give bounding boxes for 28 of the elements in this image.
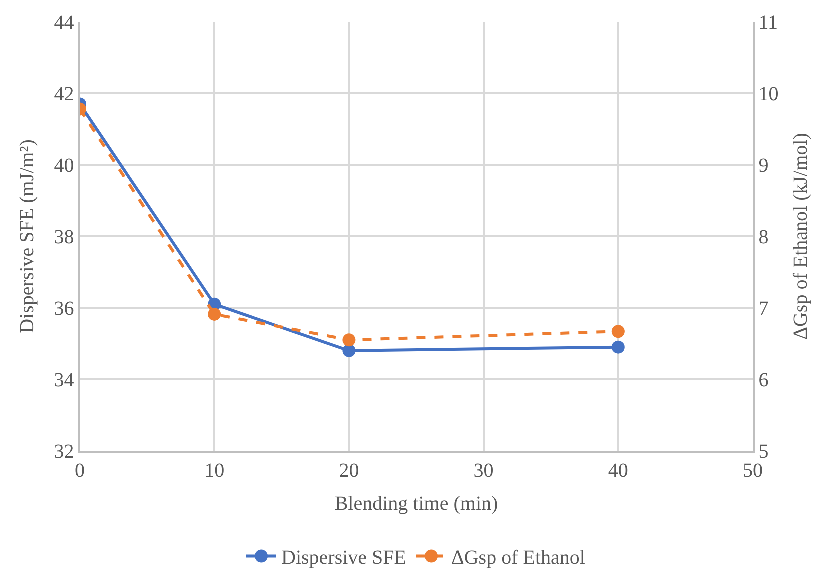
x-tick-label: 0 bbox=[75, 460, 85, 482]
y2-tick-label: 11 bbox=[758, 12, 778, 34]
point bbox=[342, 334, 356, 347]
x-tick-label: 40 bbox=[608, 460, 628, 482]
y-tick-label: 42 bbox=[54, 84, 74, 106]
y-tick-label: 32 bbox=[54, 441, 74, 463]
x-tick-label: 10 bbox=[204, 460, 225, 482]
y-tick-label: 34 bbox=[54, 370, 74, 392]
y2-tick-label: 6 bbox=[758, 370, 769, 392]
point bbox=[342, 344, 356, 358]
y2-tick-label: 9 bbox=[758, 155, 769, 177]
y-tick-label: 40 bbox=[54, 155, 74, 177]
y-tick-label: 44 bbox=[54, 12, 74, 34]
x-axis-title: Blending time (min) bbox=[334, 492, 498, 515]
point bbox=[612, 325, 625, 338]
point bbox=[208, 308, 222, 321]
point bbox=[612, 340, 625, 354]
y2-tick-label: 8 bbox=[758, 226, 769, 248]
x-tick-label: 20 bbox=[339, 460, 360, 482]
legend-label: ΔGsp of Ethanol bbox=[452, 547, 586, 570]
y2-tick-label: 10 bbox=[758, 84, 779, 106]
y-axis-title: Dispersive SFE (mJ/m²) bbox=[16, 140, 38, 334]
legend-label: Dispersive SFE bbox=[282, 547, 406, 570]
y-tick-label: 36 bbox=[54, 298, 74, 320]
x-tick-label: 30 bbox=[474, 460, 494, 482]
y2-tick-label: 7 bbox=[758, 298, 769, 320]
y-tick-label: 38 bbox=[54, 226, 74, 248]
y2-axis-title: ΔGsp of Ethanol (kJ/mol) bbox=[790, 133, 812, 340]
